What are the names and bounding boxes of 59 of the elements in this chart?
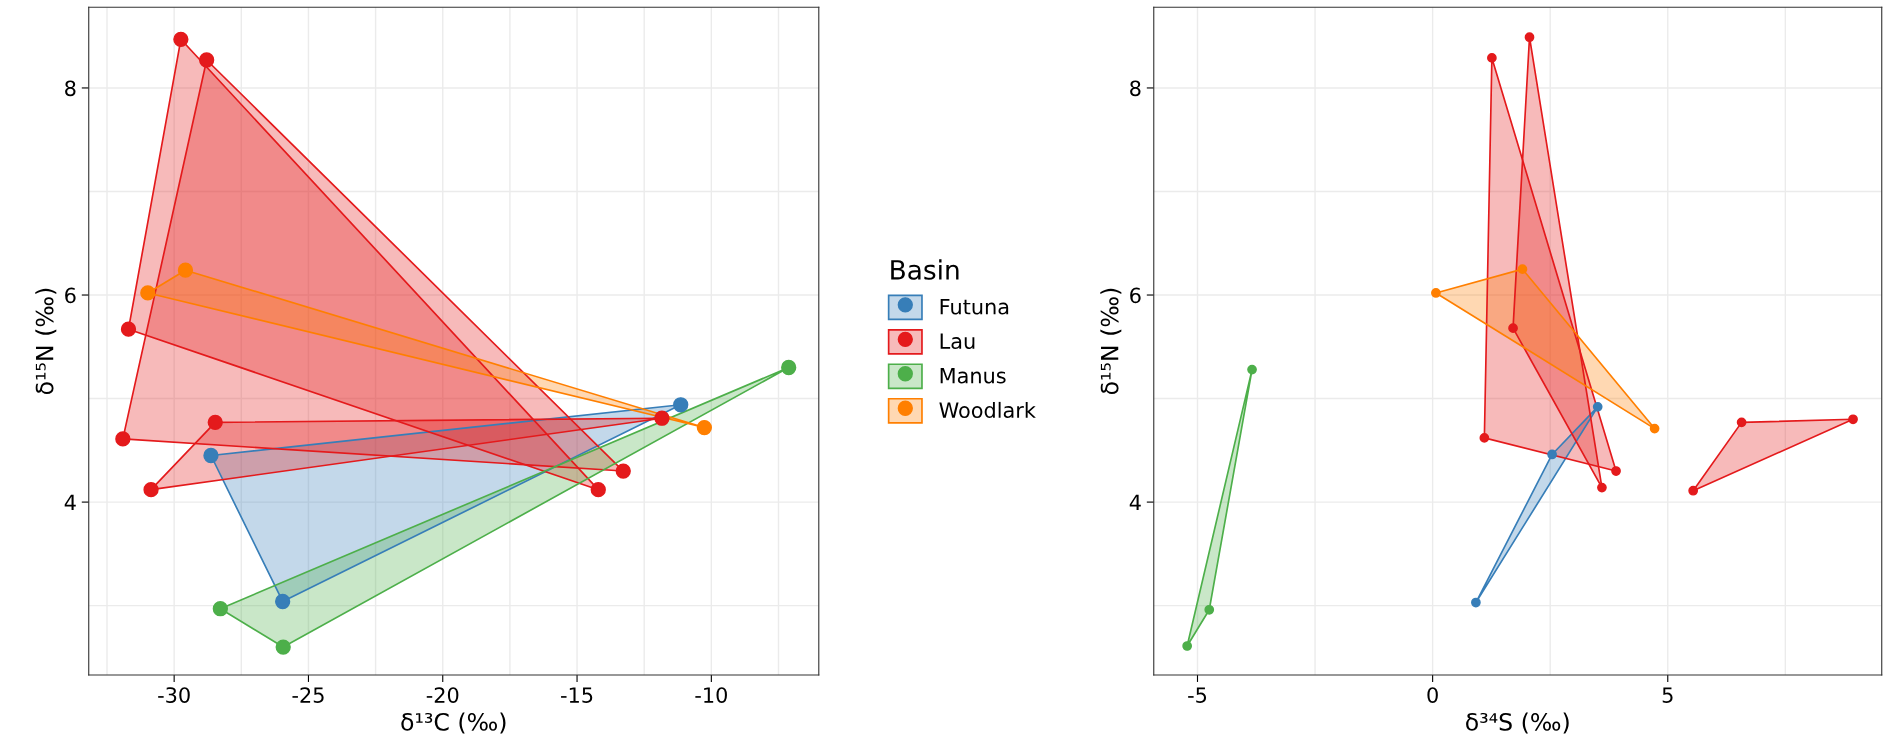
y-tick-label: 4: [1129, 494, 1141, 511]
y-tick-label: 8: [65, 80, 76, 97]
point: [1508, 323, 1518, 334]
x-tick-label: -20: [426, 687, 459, 703]
x-tick-label: -10: [695, 687, 727, 703]
point: [173, 31, 189, 47]
x-tick-label: -30: [158, 687, 190, 703]
point: [212, 601, 228, 617]
x-axis-title: δ³⁴S (‰): [1466, 712, 1569, 734]
x-tick-label: 0: [1427, 687, 1438, 703]
point: [203, 447, 219, 464]
x-tick-label: -15: [561, 687, 593, 703]
point: [207, 414, 223, 431]
x-tick-label: -5: [1188, 687, 1207, 703]
y-tick-label: 8: [1130, 80, 1141, 97]
x-axis-title: δ¹³C (‰): [401, 712, 506, 734]
point: [1736, 417, 1747, 428]
point: [199, 52, 215, 68]
point: [654, 410, 670, 426]
point: [275, 593, 291, 610]
point: [615, 463, 631, 479]
x-tick-label: -25: [292, 687, 324, 703]
y-tick-label: 6: [65, 287, 76, 304]
point: [120, 321, 137, 337]
point: [1649, 423, 1660, 434]
point: [1517, 264, 1528, 275]
point: [1431, 288, 1441, 298]
point: [140, 285, 156, 301]
point: [177, 262, 194, 278]
y-axis-title: δ¹⁵N (‰): [35, 288, 57, 395]
x-tick-label: 5: [1662, 687, 1673, 703]
point: [115, 431, 131, 447]
legend-title: Basin: [891, 259, 959, 280]
point: [1597, 482, 1607, 493]
point: [1848, 414, 1858, 425]
point: [781, 359, 797, 376]
y-axis-title: δ¹⁵N (‰): [1100, 288, 1122, 395]
point: [275, 639, 291, 655]
point: [1204, 604, 1215, 615]
point: [1688, 485, 1699, 496]
point: [1182, 641, 1193, 651]
point: [1524, 32, 1535, 43]
point: [1547, 449, 1557, 460]
y-tick-label: 4: [64, 494, 76, 511]
point: [1487, 53, 1497, 63]
point: [1592, 401, 1603, 412]
legend-label: Manus: [940, 368, 1006, 384]
y-tick-label: 6: [1130, 287, 1141, 304]
point: [1611, 466, 1621, 476]
point: [1479, 433, 1490, 443]
legend-label: Woodlark: [939, 401, 1036, 419]
point: [590, 482, 606, 498]
legend-label: Lau: [940, 333, 975, 350]
legend-label: Futuna: [940, 299, 1009, 315]
point: [143, 482, 159, 498]
point: [1471, 597, 1481, 608]
point: [696, 419, 713, 436]
point: [1247, 364, 1257, 375]
point: [673, 397, 689, 413]
